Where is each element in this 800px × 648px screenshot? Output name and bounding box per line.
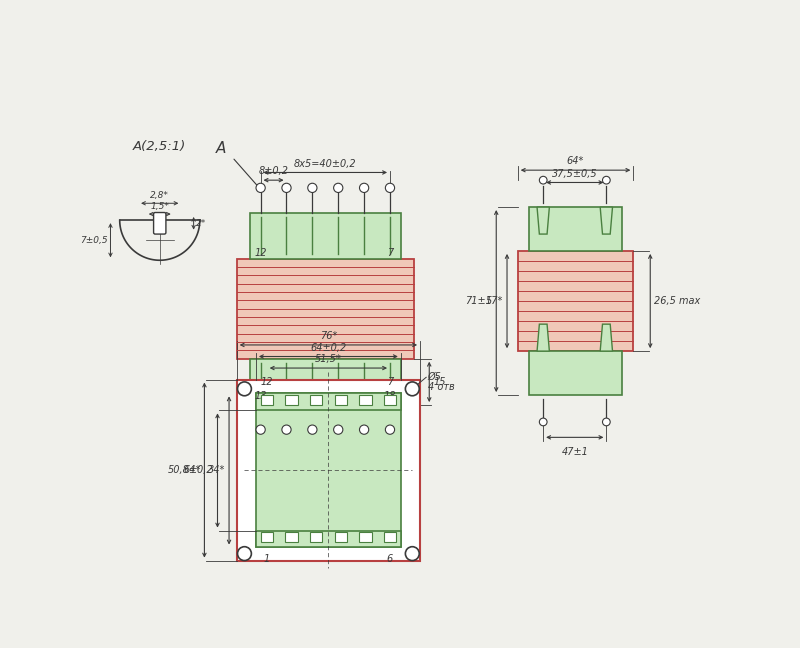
Text: 7: 7 [387,248,393,257]
Circle shape [238,547,251,561]
Bar [250,359,401,405]
Text: 4 отв: 4 отв [428,382,454,391]
Bar [237,259,414,359]
Polygon shape [537,324,550,351]
Bar [256,393,401,410]
Text: 8±0,2: 8±0,2 [258,167,289,176]
Text: 47±1: 47±1 [562,446,588,457]
Bar [384,532,396,542]
Text: 2,8*: 2,8* [150,191,169,200]
Text: 64±0,2: 64±0,2 [310,343,346,353]
Circle shape [256,183,266,192]
Text: 37,5±0,5: 37,5±0,5 [552,168,598,179]
Bar [286,532,298,542]
Polygon shape [600,207,613,234]
Bar [518,251,634,351]
Text: 1: 1 [264,553,270,564]
Text: 64*: 64* [183,465,201,475]
Bar [256,393,401,548]
Text: А(2,5:1): А(2,5:1) [133,140,186,153]
Bar [334,532,347,542]
Circle shape [256,425,266,434]
Circle shape [406,547,419,561]
Text: 12: 12 [254,248,267,257]
Text: 2*: 2* [196,219,206,228]
Circle shape [539,176,547,184]
Bar [261,532,273,542]
Circle shape [282,183,291,192]
Text: 26,5 max: 26,5 max [654,296,700,306]
Polygon shape [537,207,550,234]
Text: 71±1: 71±1 [466,296,492,306]
Bar [310,532,322,542]
Bar [530,351,622,395]
Polygon shape [600,324,613,351]
Text: 7±0,5: 7±0,5 [81,236,108,245]
Text: 76*: 76* [320,331,337,341]
Circle shape [406,382,419,396]
Text: А: А [215,141,226,156]
Text: 12: 12 [261,377,273,388]
Text: Ø5: Ø5 [428,373,442,382]
Text: 13: 13 [254,391,267,400]
Circle shape [238,382,251,396]
Bar [384,395,396,405]
Bar [359,532,371,542]
Circle shape [359,183,369,192]
Bar [237,380,420,561]
Circle shape [308,183,317,192]
Bar [334,395,347,405]
Text: 57*: 57* [486,296,503,306]
Circle shape [334,425,343,434]
Bar [286,395,298,405]
Bar [359,395,371,405]
Circle shape [602,176,610,184]
Circle shape [602,418,610,426]
Bar [256,531,401,548]
Text: 34*: 34* [208,465,226,476]
Bar [530,207,622,251]
Text: 50,8±0,2: 50,8±0,2 [168,465,214,476]
FancyBboxPatch shape [154,213,166,234]
Circle shape [386,183,394,192]
Text: 15: 15 [433,377,446,387]
Circle shape [359,425,369,434]
Circle shape [386,425,394,434]
Bar [310,395,322,405]
Bar [250,213,401,259]
Bar [261,395,273,405]
Circle shape [539,418,547,426]
Circle shape [282,425,291,434]
Text: 7: 7 [387,377,393,388]
Text: 51,5*: 51,5* [315,354,342,364]
Circle shape [334,183,343,192]
Circle shape [308,425,317,434]
Text: 1,5*: 1,5* [150,202,169,211]
Text: 8x5=40±0,2: 8x5=40±0,2 [294,159,357,168]
Text: 6: 6 [387,553,393,564]
Text: 64*: 64* [567,156,584,167]
Text: 18: 18 [384,391,396,400]
